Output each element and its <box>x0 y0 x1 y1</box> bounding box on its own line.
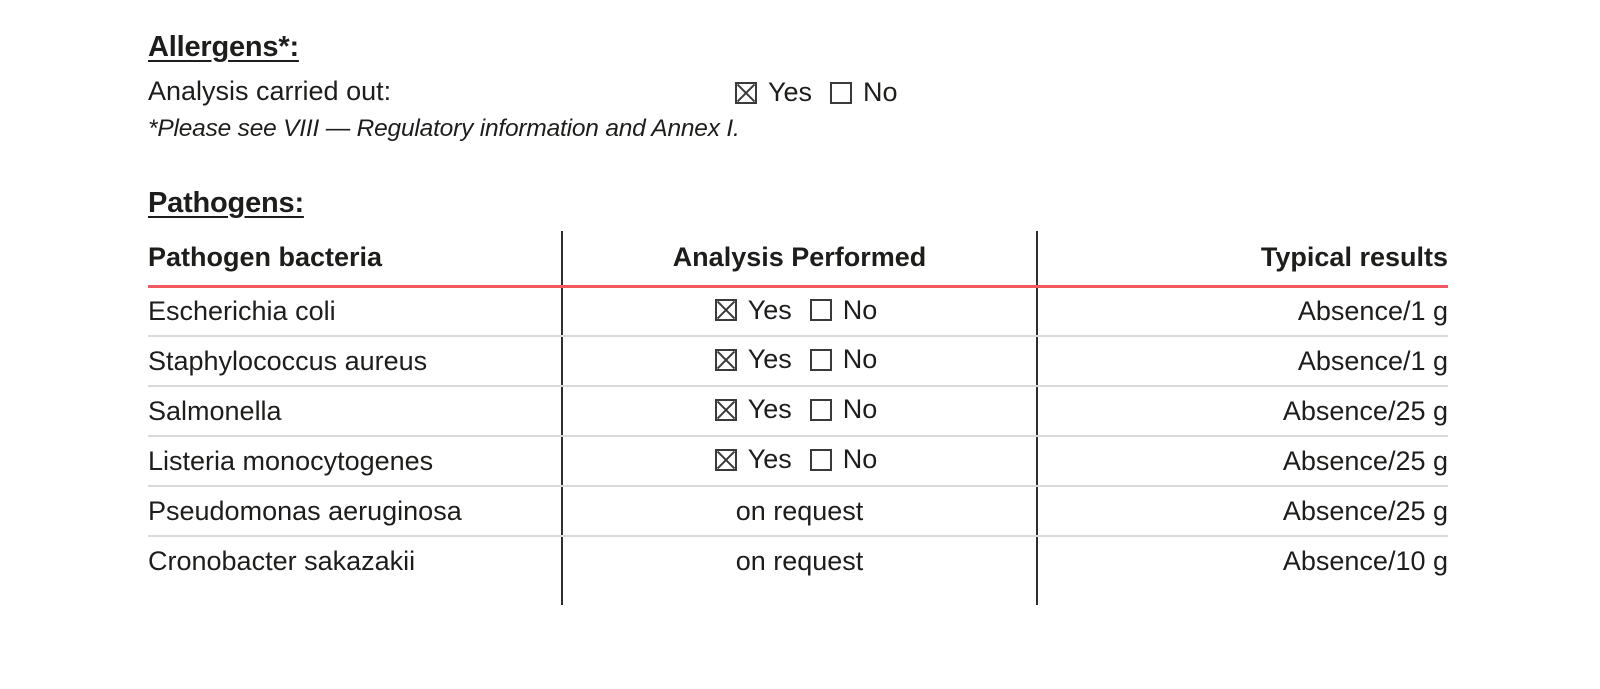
spacer-cell <box>1037 586 1448 605</box>
analysis-performed-cell: Yes No <box>561 286 1038 337</box>
pathogens-table: Pathogen bacteria Analysis Performed Typ… <box>148 231 1448 605</box>
pathogens-table-header: Pathogen bacteria Analysis Performed Typ… <box>148 231 1448 288</box>
yes-checkbox[interactable] <box>735 81 757 104</box>
yes-checkbox-label: Yes <box>747 344 792 375</box>
table-row: Salmonella Yes No Absence/25 g <box>148 386 1448 437</box>
typical-result-cell: Absence/1 g <box>1037 286 1448 337</box>
yes-checkbox[interactable] <box>714 398 737 421</box>
analysis-performed-cell: Yes No <box>561 386 1038 437</box>
document-page: Allergens*: Analysis carried out: Yes No … <box>148 31 1448 605</box>
pathogen-name-cell: Cronobacter sakazakii <box>148 546 416 576</box>
yes-checkbox-label: Yes <box>747 444 792 475</box>
analysis-carried-out-label: Analysis carried out: <box>148 76 392 106</box>
table-row: Cronobacter sakazakii on request Absence/1… <box>148 536 1448 586</box>
table-spacer-row <box>148 586 1448 605</box>
typical-result-cell: Absence/10 g <box>1282 546 1448 576</box>
column-header-typical-results: Typical results <box>1037 231 1448 288</box>
yes-checkbox[interactable] <box>714 448 737 471</box>
pathogens-table-body: Escherichia coli Yes No Absence/1 g Staphylo… <box>148 286 1448 605</box>
table-header-row: Pathogen bacteria Analysis Performed Typ… <box>148 231 1448 288</box>
analysis-checkbox-group: Yes No <box>714 344 885 375</box>
analysis-checkbox-group: Yes No <box>714 444 885 475</box>
table-row: Escherichia coli Yes No Absence/1 g <box>148 286 1448 337</box>
analysis-checkbox-group: Yes No <box>714 394 885 425</box>
analysis-performed-cell: Yes No <box>561 336 1038 387</box>
pathogen-name-cell: Escherichia coli <box>148 286 562 337</box>
no-checkbox-label: No <box>842 294 878 325</box>
pathogen-name-cell: Staphylococcus aureus <box>148 336 562 387</box>
analysis-performed-cell: on request <box>561 536 1038 586</box>
pathogen-name-cell: Salmonella <box>148 386 562 437</box>
typical-result-cell: Absence/25 g <box>1037 486 1448 537</box>
allergens-heading: Allergens*: <box>148 31 299 63</box>
typical-result-cell: Absence/1 g <box>1037 336 1448 387</box>
pathogens-heading: Pathogens: <box>148 187 304 219</box>
no-checkbox[interactable] <box>809 398 832 421</box>
no-checkbox[interactable] <box>809 448 832 471</box>
table-row: Staphylococcus aureus Yes No Absence/1 g <box>148 336 1448 387</box>
column-header-pathogen-bacteria: Pathogen bacteria <box>148 231 562 288</box>
table-row: Pseudomonas aeruginosa on request Absence/… <box>148 486 1448 537</box>
yes-checkbox-label: Yes <box>747 394 792 425</box>
allergens-section: Allergens*: Analysis carried out: Yes No … <box>148 31 1448 143</box>
yes-checkbox[interactable] <box>714 348 737 371</box>
table-row: Listeria monocytogenes Yes No Absence/25 g <box>148 436 1448 487</box>
typical-result-cell: Absence/25 g <box>1037 386 1448 437</box>
pathogen-name-cell: Listeria monocytogenes <box>148 436 562 487</box>
allergens-analysis-checkbox-group: Yes No <box>735 77 905 108</box>
no-checkbox-label: No <box>863 77 898 107</box>
allergens-footnote: *Please see VIII — Regulatory informatio… <box>148 115 740 142</box>
typical-result-cell: Absence/25 g <box>1037 436 1448 487</box>
no-checkbox[interactable] <box>809 299 832 321</box>
pathogen-name-cell: Pseudomonas aeruginosa <box>148 486 562 537</box>
analysis-performed-cell: Yes No <box>561 436 1038 487</box>
no-checkbox[interactable] <box>809 348 832 371</box>
spacer-cell <box>148 586 562 605</box>
no-checkbox-label: No <box>842 394 878 425</box>
column-header-analysis-performed: Analysis Performed <box>561 231 1038 288</box>
yes-checkbox-label: Yes <box>747 294 792 325</box>
pathogens-section: Pathogens: Pathogen bacteria Analysis Pe… <box>148 187 1448 605</box>
yes-checkbox[interactable] <box>714 299 737 321</box>
yes-checkbox-label: Yes <box>768 77 813 107</box>
no-checkbox-label: No <box>842 444 878 475</box>
analysis-carried-out-row: Analysis carried out: Yes No <box>148 76 1448 112</box>
analysis-checkbox-group: Yes No <box>714 294 885 326</box>
no-checkbox-label: No <box>842 344 878 375</box>
no-checkbox[interactable] <box>830 81 853 104</box>
analysis-performed-cell: on request <box>561 486 1038 537</box>
spacer-cell <box>561 586 1038 605</box>
